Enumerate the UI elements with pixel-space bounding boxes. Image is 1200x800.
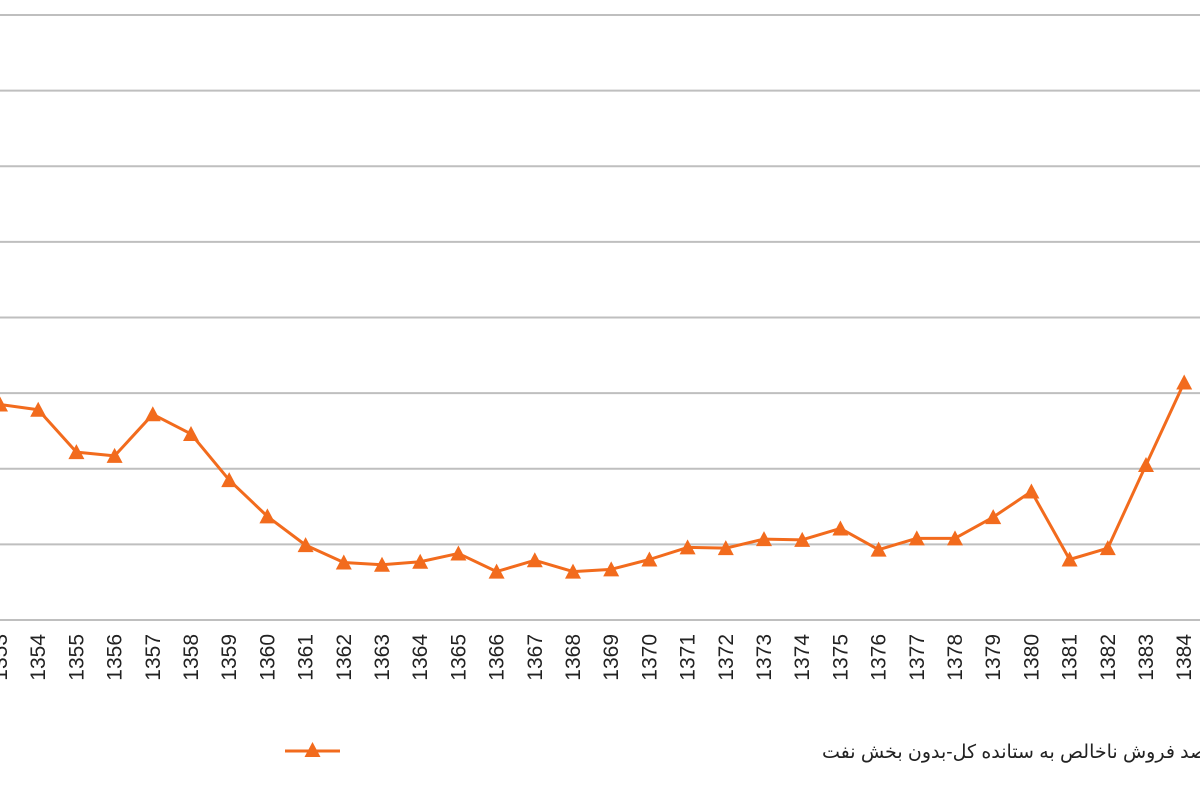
legend-label: درصد فروش ناخالص به ستانده کل-بدون بخش ن…	[822, 742, 1200, 763]
data-point-marker	[717, 540, 734, 556]
x-tick-label: 1362	[333, 634, 356, 681]
x-tick-label: 1357	[142, 634, 165, 681]
data-point-marker	[335, 554, 352, 570]
x-axis-ticks: 1353 1354 1355 1356 1357 1358 1359 1360 1361 1362…	[0, 634, 1196, 681]
x-tick-label: 1360	[256, 634, 279, 681]
x-tick-label: 1379	[982, 634, 1005, 681]
data-point-marker	[1061, 551, 1078, 567]
data-point-marker	[756, 531, 772, 547]
gridlines	[0, 14, 1200, 546]
data-point-marker	[259, 508, 276, 524]
data-point-marker	[679, 539, 696, 555]
data-point-marker	[450, 545, 467, 561]
x-tick-label: 1364	[409, 634, 432, 681]
data-point-marker	[30, 401, 47, 417]
x-tick-label: 1370	[638, 634, 661, 681]
data-point-marker	[68, 444, 85, 460]
data-point-marker	[144, 406, 161, 422]
x-tick-label: 1376	[868, 634, 891, 681]
x-tick-label: 1353	[0, 634, 12, 681]
data-point-marker	[985, 509, 1002, 525]
x-tick-label: 1381	[1059, 634, 1082, 681]
data-point-marker	[183, 425, 199, 441]
x-tick-label: 1372	[715, 634, 738, 681]
data-point-marker	[374, 556, 390, 572]
data-point-marker	[947, 530, 963, 546]
data-point-marker	[221, 472, 238, 488]
x-tick-label: 1377	[906, 634, 929, 681]
x-tick-label: 1383	[1135, 634, 1158, 681]
data-point-marker	[106, 447, 123, 463]
x-tick-label: 1356	[104, 634, 127, 681]
data-point-marker	[488, 563, 505, 579]
data-point-marker	[603, 561, 620, 577]
x-tick-label: 1354	[27, 634, 50, 681]
data-point-marker	[412, 553, 429, 569]
x-tick-label: 1359	[218, 634, 241, 681]
legend: درصد فروش ناخالص به ستانده کل-بدون بخش ن…	[285, 742, 1200, 763]
x-tick-label: 1373	[753, 634, 776, 681]
x-tick-label: 1355	[65, 634, 88, 681]
x-tick-label: 1361	[295, 634, 318, 681]
data-point-marker	[1099, 540, 1116, 556]
x-tick-label: 1366	[486, 634, 509, 681]
data-point-marker	[0, 396, 8, 412]
x-tick-label: 1384	[1173, 634, 1196, 681]
data-point-marker	[1138, 456, 1154, 472]
data-point-marker	[870, 541, 887, 557]
data-point-marker	[794, 531, 811, 547]
x-tick-label: 1369	[600, 634, 623, 681]
x-tick-label: 1382	[1097, 634, 1120, 681]
legend-triangle-marker	[304, 742, 321, 757]
series-layer	[0, 374, 1193, 579]
x-tick-label: 1380	[1020, 634, 1043, 681]
x-tick-label: 1374	[791, 634, 814, 681]
series-line	[0, 381, 1186, 574]
data-point-marker	[526, 552, 543, 568]
x-tick-label: 1371	[677, 634, 700, 681]
data-point-marker	[1176, 374, 1193, 390]
data-point-marker	[832, 520, 849, 536]
x-tick-label: 1378	[944, 634, 967, 681]
data-point-marker	[908, 530, 925, 546]
x-tick-label: 1365	[447, 634, 470, 681]
data-point-marker	[297, 537, 314, 553]
x-tick-label: 1375	[829, 634, 852, 681]
x-tick-label: 1358	[180, 634, 203, 681]
x-tick-label: 1368	[562, 634, 585, 681]
x-tick-label: 1367	[524, 634, 547, 681]
x-tick-label: 1363	[371, 634, 394, 681]
data-point-marker	[1023, 483, 1040, 499]
data-point-marker	[641, 551, 658, 567]
data-point-marker	[565, 563, 581, 579]
